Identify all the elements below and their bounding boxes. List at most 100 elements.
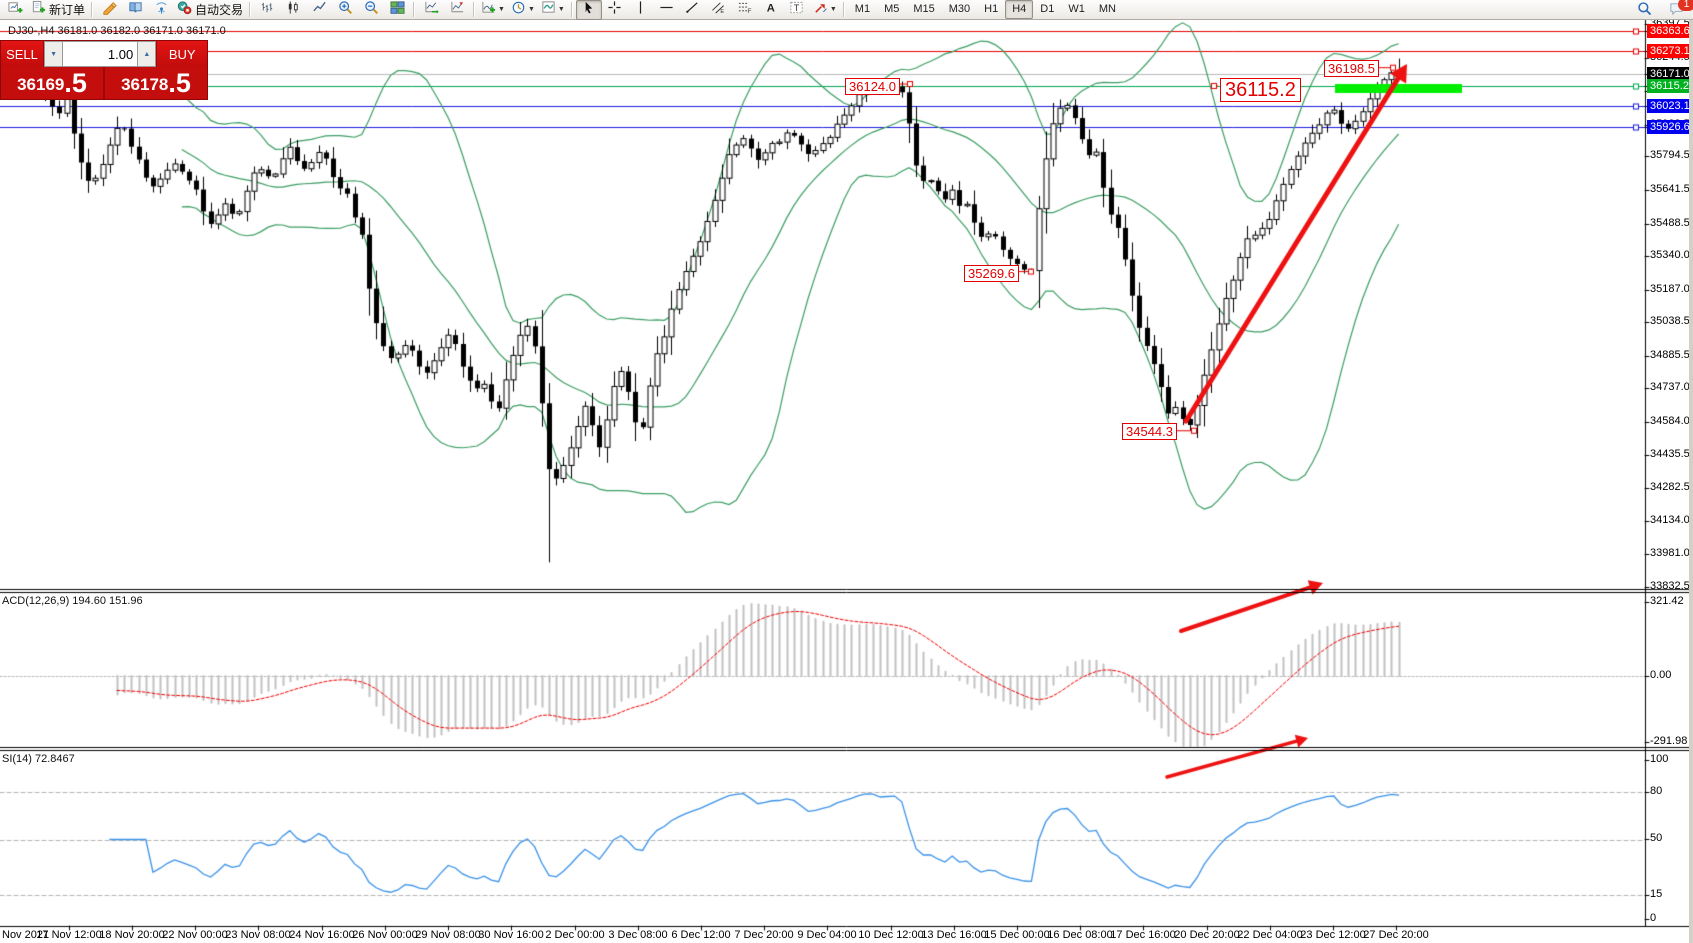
search-button[interactable] xyxy=(1631,1,1657,21)
notifications-button[interactable]: 1 xyxy=(1663,0,1693,21)
timeframe-mn-button[interactable]: MN xyxy=(1098,3,1116,15)
text-button[interactable]: A xyxy=(758,0,784,20)
template-icon xyxy=(541,0,556,20)
svg-text:F: F xyxy=(748,8,752,15)
new-chart-button[interactable] xyxy=(2,0,28,20)
signals-button[interactable] xyxy=(148,0,174,20)
macd-axis-label: -291.98 xyxy=(1650,735,1688,747)
fibo-icon: F xyxy=(737,0,752,20)
buy-button[interactable]: BUY xyxy=(156,41,208,67)
price-axis-tick: 35794.5 xyxy=(1650,149,1690,162)
time-axis-label: 20 Dec 20:00 xyxy=(1174,929,1240,941)
market-watch-button[interactable] xyxy=(122,0,148,20)
timeframe-m30-button[interactable]: M30 xyxy=(948,3,971,15)
periods-button-dropdown-icon[interactable]: ▼ xyxy=(527,6,535,13)
new-order-button[interactable]: 新订单 xyxy=(28,0,88,20)
time-axis-label: 7 Dec 20:00 xyxy=(734,929,794,941)
timeframe-m1-button[interactable]: M1 xyxy=(854,3,871,15)
line-chart-button[interactable] xyxy=(306,0,332,20)
arrows-button[interactable]: ▼ xyxy=(810,0,840,20)
horizontal-line-button[interactable] xyxy=(654,0,680,20)
periods-button[interactable]: ▼ xyxy=(508,0,538,20)
price-badge-36273.1: 36273.1 xyxy=(1647,44,1691,59)
price-annotation-36198.5[interactable]: 36198.5 xyxy=(1324,60,1379,77)
timeframe-h4-button[interactable]: H4 xyxy=(1005,0,1034,19)
notification-badge: 1 xyxy=(1678,0,1693,11)
text-label-button[interactable]: T xyxy=(784,0,810,20)
templates-button[interactable]: ▼ xyxy=(538,0,568,20)
time-axis-label: 17 Dec 16:00 xyxy=(1110,929,1176,941)
sell-price[interactable]: 36169.5 xyxy=(1,67,103,99)
crosshair-icon xyxy=(607,0,622,20)
candle-chart-button[interactable] xyxy=(280,0,306,20)
timeframe-m5-button[interactable]: M5 xyxy=(884,3,900,15)
window-edge xyxy=(1689,0,1693,943)
auto-scroll-button[interactable] xyxy=(418,0,444,20)
chart-shift-button[interactable] xyxy=(444,0,470,20)
macd-axis-label: 321.42 xyxy=(1650,595,1684,607)
price-axis-tick: 35641.5 xyxy=(1650,182,1690,195)
autotrade-icon xyxy=(177,0,192,20)
toolbar-buttons: 新订单 自动交易 ▼ ▼ ▼ E F A T ▼ M1 M5 M15 M30 H1 H4 D1 W1 MN xyxy=(2,0,1123,20)
volume-input[interactable] xyxy=(63,41,138,67)
cursor-button[interactable] xyxy=(575,0,602,20)
sell-button[interactable]: SELL xyxy=(1,41,44,67)
autoscroll-icon xyxy=(424,0,439,20)
price-axis-tick: 33832.5 xyxy=(1650,580,1690,593)
fibonacci-button[interactable]: F xyxy=(732,0,758,20)
toolbar-separator xyxy=(413,2,416,17)
timeframe-w1-button[interactable]: W1 xyxy=(1068,3,1085,15)
styles-button[interactable] xyxy=(96,0,122,20)
auto-trading-button[interactable]: 自动交易 xyxy=(174,0,246,20)
vline-icon xyxy=(633,0,648,20)
price-axis-tick: 34435.5 xyxy=(1650,447,1690,460)
vertical-line-button[interactable] xyxy=(628,0,654,20)
toolbar-right: 1 xyxy=(1631,0,1693,21)
book-icon xyxy=(128,0,143,20)
templates-button-dropdown-icon[interactable]: ▼ xyxy=(557,6,565,13)
trendline-icon xyxy=(685,0,700,20)
shift-icon xyxy=(450,0,465,20)
price-axis-tick: 34885.5 xyxy=(1650,348,1690,361)
indicators-button-dropdown-icon[interactable]: ▼ xyxy=(498,6,505,13)
bars-icon xyxy=(260,0,275,20)
zoom-out-button[interactable] xyxy=(358,0,384,20)
arrows-button-dropdown-icon[interactable]: ▼ xyxy=(829,6,837,13)
price-annotation-36115.2[interactable]: 36115.2 xyxy=(1220,78,1301,102)
price-annotation-35269.6[interactable]: 35269.6 xyxy=(964,265,1019,282)
sell-price-pips: .5 xyxy=(64,68,87,98)
crosshair-button[interactable] xyxy=(602,0,628,20)
indicators-button[interactable]: ▼ xyxy=(478,0,508,20)
price-axis-tick: 35340.0 xyxy=(1650,249,1690,262)
channel-icon: E xyxy=(711,0,726,20)
volume-increase-button[interactable]: ▲ xyxy=(137,41,157,67)
price-annotation-34544.3[interactable]: 34544.3 xyxy=(1122,423,1177,440)
price-axis-tick: 35488.5 xyxy=(1650,216,1690,229)
textT-icon: T xyxy=(789,0,804,20)
time-axis-label: 3 Dec 08:00 xyxy=(608,929,668,941)
volume-decrease-button[interactable]: ▼ xyxy=(44,41,64,67)
bar-chart-button[interactable] xyxy=(254,0,280,20)
timeframe-m15-button[interactable]: M15 xyxy=(913,3,935,15)
cursor-icon xyxy=(581,0,596,20)
svg-text:A: A xyxy=(767,2,775,14)
zoom-in-button[interactable] xyxy=(332,0,358,20)
price-axis-tick: 35038.5 xyxy=(1650,315,1690,328)
timeframe-h1-button[interactable]: H1 xyxy=(984,3,999,15)
price-annotation-36124.0[interactable]: 36124.0 xyxy=(845,78,900,95)
toolbar-separator xyxy=(473,2,476,17)
timeframe-d1-button[interactable]: D1 xyxy=(1040,3,1055,15)
new-order-button-label: 新订单 xyxy=(49,3,86,17)
buy-price[interactable]: 36178.5 xyxy=(105,67,207,99)
toolbar: 新订单 自动交易 ▼ ▼ ▼ E F A T ▼ M1 M5 M15 M30 H1 H4 D1 W1 MN 1 xyxy=(0,0,1693,20)
tile-windows-button[interactable] xyxy=(384,0,410,20)
auto-trading-button-label: 自动交易 xyxy=(195,3,244,17)
price-badge-36023.1: 36023.1 xyxy=(1647,99,1691,114)
textA-icon: A xyxy=(763,0,778,20)
trendline-button[interactable] xyxy=(680,0,706,20)
time-axis-label: 10 Dec 12:00 xyxy=(858,929,924,941)
equidistant-channel-button[interactable]: E xyxy=(706,0,732,20)
rsi-axis-label: 0 xyxy=(1650,912,1657,924)
docplus-icon xyxy=(31,0,46,20)
